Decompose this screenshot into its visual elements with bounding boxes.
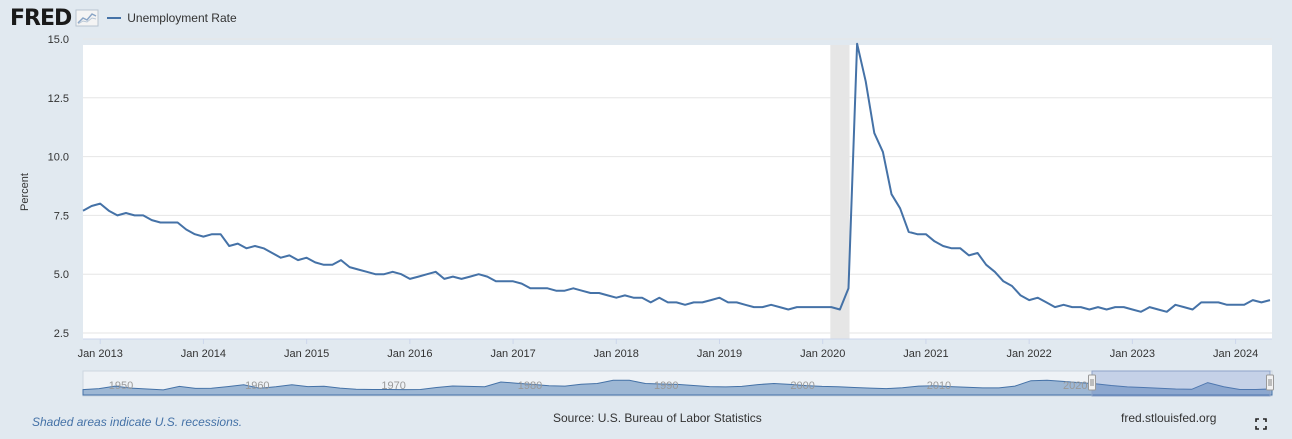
navigator-handle-right [1266, 374, 1274, 391]
y-tick-label: 15.0 [48, 34, 69, 46]
navigator-area [82, 379, 1273, 396]
y-tick-label: 5.0 [54, 269, 69, 281]
y-tick-label: 10.0 [48, 152, 69, 164]
x-axis: Jan 2013 Jan 2014 Jan 2015 Jan 2016 Jan 2017… [78, 338, 1272, 360]
series-line-unemployment-rate [82, 42, 1271, 313]
navigator-selection [1091, 370, 1271, 397]
navigator-tick-label: 1950 [109, 380, 133, 392]
legend-swatch [107, 17, 122, 19]
x-tick-label: Jan 2013 [78, 348, 123, 360]
navigator-tick-label: 1990 [654, 380, 678, 392]
x-tick-label: Jan 2014 [181, 348, 226, 360]
legend-label[interactable]: Unemployment Rate [127, 11, 237, 25]
recession-shading-layer [830, 45, 850, 339]
recession-note: Shaded areas indicate U.S. recessions. [32, 415, 243, 429]
y-tick-label: 2.5 [54, 328, 69, 340]
navigator-tick-label: 2010 [927, 380, 951, 392]
x-tick-label: Jan 2018 [594, 348, 639, 360]
y-axis: 2.5 5.0 7.5 10.0 12.5 15.0 [48, 34, 69, 340]
grid-layer [83, 38, 1272, 334]
x-tick-label: Jan 2016 [387, 348, 432, 360]
navigator-tick-label: 1980 [518, 380, 542, 392]
navigator[interactable]: 1950 1960 1970 1980 1990 2000 2010 2020 [82, 370, 1274, 397]
y-axis-label: Percent [19, 173, 31, 211]
navigator-tick-label: 2000 [790, 380, 814, 392]
chart-header: FRED Unemployment Rate [10, 4, 237, 32]
x-tick-label: Jan 2017 [490, 348, 535, 360]
x-tick-label: Jan 2021 [903, 348, 948, 360]
y-tick-label: 7.5 [54, 210, 69, 222]
series-layer [82, 42, 1271, 313]
navigator-tick-label: 1960 [245, 380, 269, 392]
navigator-handle-left [1088, 374, 1096, 391]
legend: Unemployment Rate [107, 11, 237, 25]
plot-area [83, 45, 1272, 339]
site-link[interactable]: fred.stlouisfed.org [1121, 411, 1217, 425]
x-tick-label: Jan 2022 [1007, 348, 1052, 360]
fred-graph-icon [75, 9, 99, 27]
x-tick-label: Jan 2024 [1213, 348, 1258, 360]
x-tick-label: Jan 2019 [697, 348, 742, 360]
source-label: Source: U.S. Bureau of Labor Statistics [553, 411, 762, 425]
recession-shading [830, 45, 850, 339]
y-tick-label: 12.5 [48, 93, 69, 105]
navigator-tick-label: 1970 [381, 380, 405, 392]
x-tick-label: Jan 2023 [1110, 348, 1155, 360]
x-tick-label: Jan 2015 [284, 348, 329, 360]
fred-logo[interactable]: FRED [10, 5, 72, 31]
x-tick-label: Jan 2020 [800, 348, 845, 360]
fullscreen-icon[interactable] [1255, 418, 1267, 430]
navigator-tick-label: 2020 [1063, 380, 1087, 392]
